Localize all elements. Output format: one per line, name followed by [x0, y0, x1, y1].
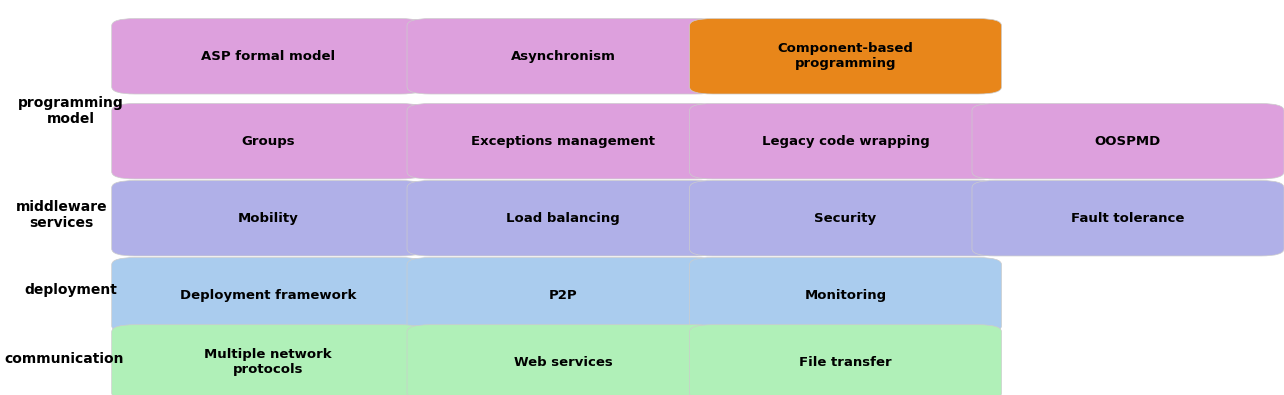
- Text: Monitoring: Monitoring: [805, 289, 886, 302]
- Text: File transfer: File transfer: [799, 356, 892, 369]
- FancyBboxPatch shape: [972, 103, 1284, 179]
- Text: Security: Security: [814, 212, 877, 225]
- Text: communication: communication: [4, 352, 125, 367]
- Text: Deployment framework: Deployment framework: [180, 289, 356, 302]
- FancyBboxPatch shape: [112, 181, 424, 256]
- Text: Exceptions management: Exceptions management: [471, 135, 655, 148]
- Text: Component-based
programming: Component-based programming: [778, 42, 913, 70]
- Text: Mobility: Mobility: [238, 212, 298, 225]
- Text: P2P: P2P: [548, 289, 578, 302]
- FancyBboxPatch shape: [407, 181, 719, 256]
- FancyBboxPatch shape: [112, 19, 424, 94]
- Text: Groups: Groups: [241, 135, 294, 148]
- Text: Asynchronism: Asynchronism: [511, 50, 615, 63]
- FancyBboxPatch shape: [690, 181, 1002, 256]
- FancyBboxPatch shape: [407, 19, 719, 94]
- FancyBboxPatch shape: [690, 103, 1002, 179]
- Text: programming
model: programming model: [18, 96, 123, 126]
- Text: Legacy code wrapping: Legacy code wrapping: [761, 135, 930, 148]
- FancyBboxPatch shape: [690, 19, 1002, 94]
- FancyBboxPatch shape: [407, 325, 719, 395]
- Text: Load balancing: Load balancing: [506, 212, 620, 225]
- Text: ASP formal model: ASP formal model: [200, 50, 335, 63]
- Text: middleware
services: middleware services: [15, 200, 108, 230]
- FancyBboxPatch shape: [690, 258, 1002, 333]
- FancyBboxPatch shape: [112, 258, 424, 333]
- Text: deployment: deployment: [24, 283, 117, 297]
- Text: Fault tolerance: Fault tolerance: [1071, 212, 1185, 225]
- FancyBboxPatch shape: [112, 103, 424, 179]
- FancyBboxPatch shape: [972, 181, 1284, 256]
- Text: Multiple network
protocols: Multiple network protocols: [204, 348, 331, 376]
- Text: Web services: Web services: [514, 356, 612, 369]
- FancyBboxPatch shape: [112, 325, 424, 395]
- FancyBboxPatch shape: [690, 325, 1002, 395]
- Text: OOSPMD: OOSPMD: [1095, 135, 1161, 148]
- FancyBboxPatch shape: [407, 258, 719, 333]
- FancyBboxPatch shape: [407, 103, 719, 179]
